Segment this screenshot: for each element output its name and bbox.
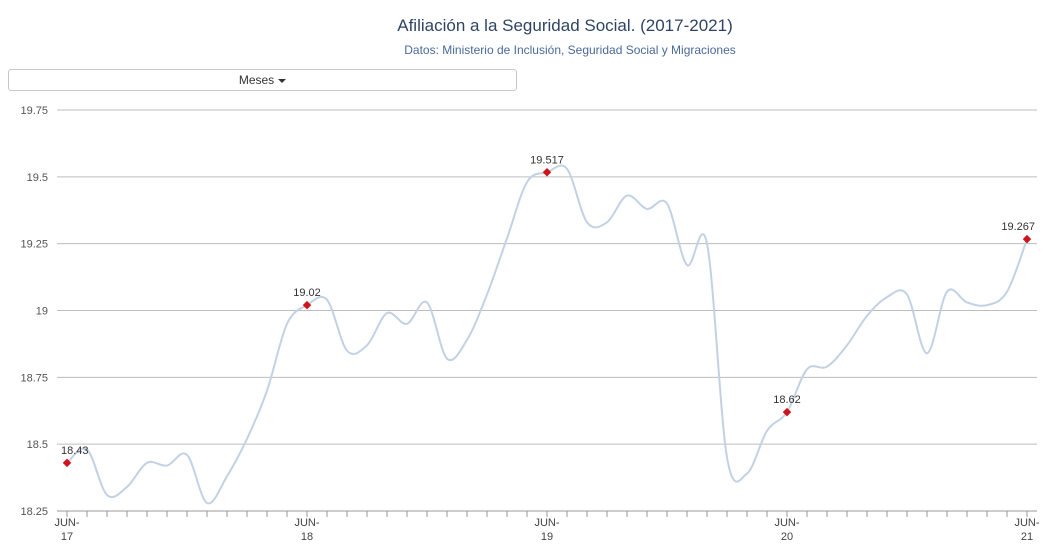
data-label: 19.02: [293, 287, 321, 299]
x-tick-label: 17: [61, 531, 73, 543]
data-label: 18.43: [61, 445, 89, 457]
data-label: 18.62: [773, 394, 801, 406]
period-dropdown[interactable]: Meses: [8, 69, 517, 91]
series-line: [66, 164, 1028, 505]
period-dropdown-label: Meses: [238, 73, 275, 87]
y-tick-label: 18.75: [20, 372, 48, 384]
chart-subtitle: Datos: Ministerio de Inclusión, Segurida…: [404, 43, 736, 57]
y-tick-label: 19.5: [27, 172, 48, 184]
x-tick-label: 18: [301, 531, 313, 543]
x-tick-label: 19: [541, 531, 553, 543]
x-tick-label: 21: [1021, 531, 1033, 543]
x-tick-label: JUN-: [294, 517, 319, 529]
x-tick-label: JUN-: [774, 517, 799, 529]
y-tick-label: 19.25: [20, 239, 48, 251]
x-tick-label: JUN-: [1014, 517, 1039, 529]
y-tick-label: 19: [36, 306, 48, 318]
y-tick-label: 18.5: [27, 439, 48, 451]
x-tick-label: 20: [781, 531, 793, 543]
x-axis: JUN- 17 JUN- 18 JUN- 19 JUN- 20 JUN- 21: [54, 511, 1040, 543]
data-label: 19.267: [1001, 221, 1035, 233]
data-point-marker: [62, 458, 72, 468]
data-point-marker: [302, 300, 312, 310]
y-tick-label: 19.75: [20, 105, 48, 117]
data-label: 19.517: [530, 154, 564, 166]
chart-title: Afiliación a la Seguridad Social. (2017-…: [397, 16, 733, 35]
data-point-marker: [1022, 234, 1032, 244]
y-axis: 18.25 18.5 18.75 19 19.25 19.5 19.75: [20, 105, 48, 518]
data-point-marker: [542, 168, 552, 177]
data-markers: 18.43 19.02 19.517 18.62 19.267: [61, 154, 1035, 468]
grid: [57, 109, 1037, 512]
x-tick-label: JUN-: [534, 517, 559, 529]
caret-down-icon: [278, 78, 287, 83]
x-tick-label: JUN-: [54, 517, 79, 529]
data-point-marker: [782, 407, 792, 417]
y-tick-label: 18.25: [20, 506, 48, 518]
